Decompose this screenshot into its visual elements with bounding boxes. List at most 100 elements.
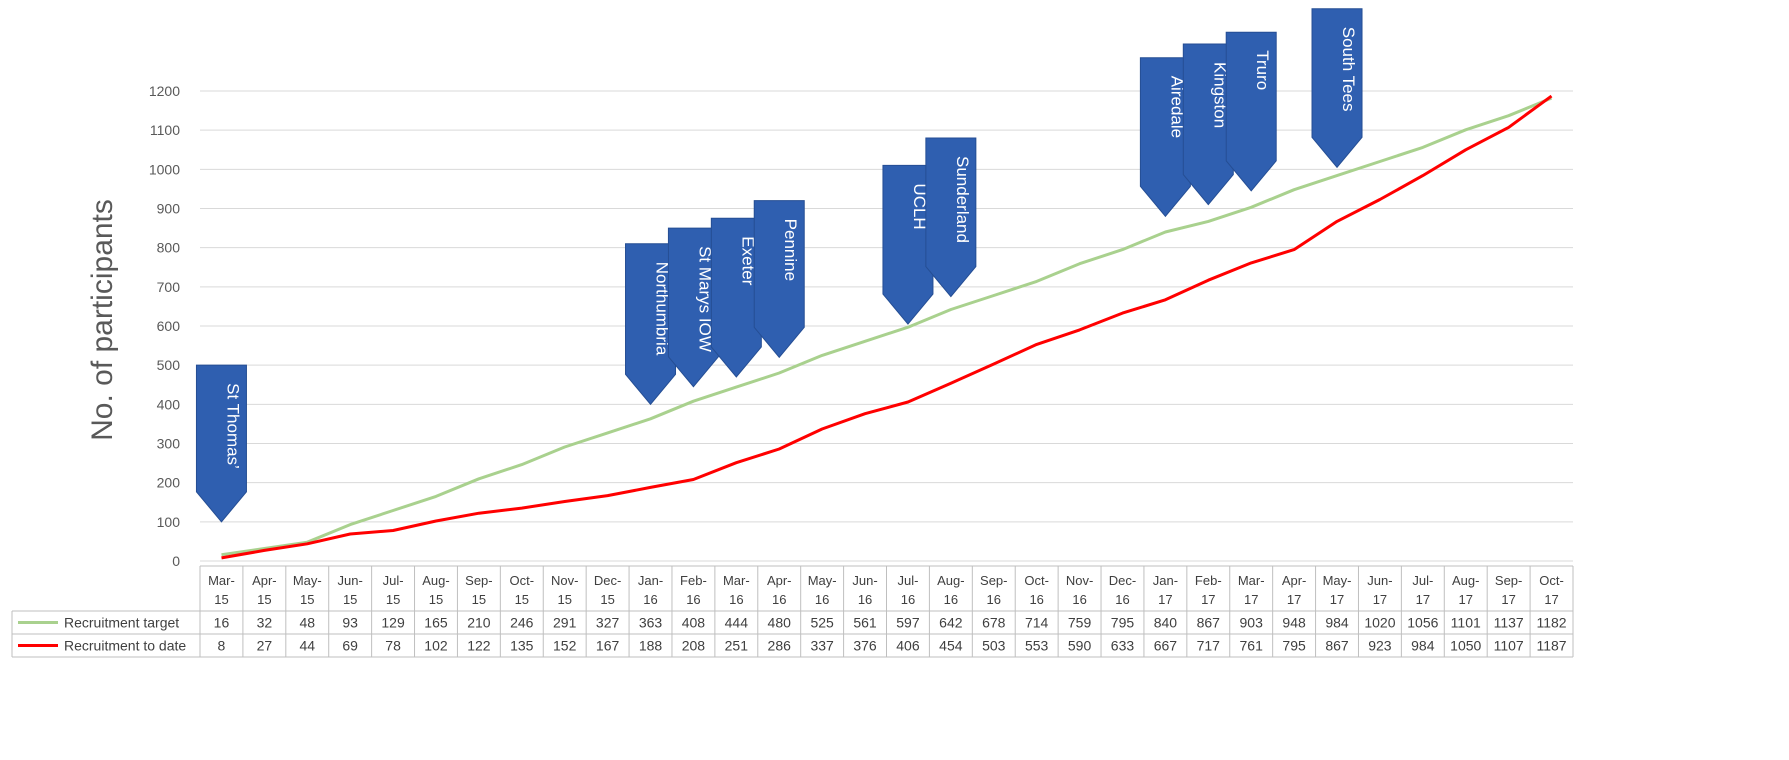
data-label: 714 [1025,615,1049,631]
data-label: 667 [1154,638,1178,654]
x-tick-label-year: 15 [214,592,228,607]
x-tick-label-year: 16 [1029,592,1043,607]
data-label: 1056 [1407,615,1438,631]
data-label: 984 [1411,638,1435,654]
data-label: 1107 [1494,638,1524,654]
x-tick-label-month: Apr- [252,573,277,588]
x-tick-label-month: Jul- [1412,573,1433,588]
x-tick-label-year: 16 [858,592,872,607]
x-tick-label-month: Dec- [594,573,621,588]
data-label: 795 [1282,638,1306,654]
y-tick-label: 1200 [149,83,180,99]
x-tick-label-year: 17 [1373,592,1387,607]
y-tick-label: 1000 [149,161,180,177]
x-tick-label-month: Aug- [937,573,964,588]
flag-arrow-shape [710,217,762,378]
x-tick-label-month: Jun- [852,573,877,588]
data-label: 553 [1025,638,1049,654]
x-tick-label-month: Jul- [897,573,918,588]
data-label: 867 [1325,638,1349,654]
data-label: 923 [1368,638,1392,654]
data-label: 69 [342,638,358,654]
x-tick-label-month: Nov- [551,573,578,588]
x-tick-label-month: May- [293,573,322,588]
flag-label: Sunderland [953,156,972,243]
x-tick-label-year: 15 [386,592,400,607]
x-tick-label-year: 16 [772,592,786,607]
x-tick-label-month: Aug- [422,573,449,588]
x-tick-label-month: Jun- [1367,573,1392,588]
y-tick-label: 300 [157,436,181,452]
x-tick-label-year: 15 [557,592,571,607]
data-label: 1101 [1451,615,1481,631]
flag-arrow-shape [925,137,977,298]
data-label: 597 [896,615,920,631]
flag-arrow-shape [1182,43,1234,206]
data-label: 717 [1197,638,1221,654]
site-flag: St Thomas’ [195,364,247,523]
site-flag: UCLH [882,164,934,325]
data-label: 337 [810,638,834,654]
flag-label: Kingston [1210,62,1229,128]
flag-label: Airedale [1167,76,1186,138]
y-tick-label: 500 [157,357,181,373]
y-tick-label: 600 [157,318,181,334]
data-label: 759 [1068,615,1092,631]
data-label: 408 [682,615,706,631]
x-tick-label-year: 15 [300,592,314,607]
flag-label: Exeter [738,236,757,285]
y-tick-label: 400 [157,396,181,412]
data-label: 642 [939,615,963,631]
series-line [221,96,1553,557]
data-label: 363 [639,615,663,631]
data-label: 867 [1197,615,1221,631]
x-tick-label-month: Jul- [383,573,404,588]
flag-label: St Marys IOW [695,246,714,352]
x-tick-label-month: Dec- [1109,573,1136,588]
gridlines [200,90,1573,562]
data-label: 122 [467,638,491,654]
data-label: 251 [725,638,749,654]
site-flag: South Tees [1311,8,1363,169]
x-tick-label-year: 15 [600,592,614,607]
series-lines [221,94,1553,560]
y-tick-label: 900 [157,201,181,217]
x-tick-label-year: 15 [472,592,486,607]
data-label: 286 [768,638,792,654]
x-tick-label-year: 16 [643,592,657,607]
x-tick-label-year: 16 [944,592,958,607]
x-tick-label-year: 17 [1244,592,1258,607]
flag-arrow-shape [625,243,677,406]
y-axis-label: No. of participants [86,199,119,441]
flag-arrow-shape [753,200,805,359]
site-flag: Pennine [753,200,805,359]
data-label: 444 [725,615,749,631]
x-tick-label-month: Mar- [1238,573,1265,588]
data-label: 210 [467,615,491,631]
data-label: 188 [639,638,663,654]
y-tick-label: 100 [157,514,181,530]
x-tick-label-year: 15 [257,592,271,607]
site-flag: St Marys IOW [667,227,719,388]
x-tick-label-year: 16 [1072,592,1086,607]
data-label: 93 [342,615,358,631]
data-label: 135 [510,638,534,654]
site-flag: Exeter [710,217,762,378]
data-label: 1050 [1450,638,1481,654]
x-tick-label-year: 16 [686,592,700,607]
data-label: 8 [218,638,226,654]
x-tick-label-year: 17 [1416,592,1430,607]
x-tick-label-month: Sep- [465,573,492,588]
x-tick-label-month: Nov- [1066,573,1093,588]
data-label: 129 [381,615,405,631]
site-flag: Sunderland [925,137,977,298]
site-flag: Northumbria [625,243,677,406]
x-tick-label-month: May- [1323,573,1352,588]
x-tick-label-year: 17 [1287,592,1301,607]
flag-arrow-shape [882,164,934,325]
x-tick-label-month: Feb- [1195,573,1222,588]
x-tick-label-month: Oct- [510,573,535,588]
x-tick-label-year: 15 [343,592,357,607]
x-tick-label-month: Aug- [1452,573,1479,588]
